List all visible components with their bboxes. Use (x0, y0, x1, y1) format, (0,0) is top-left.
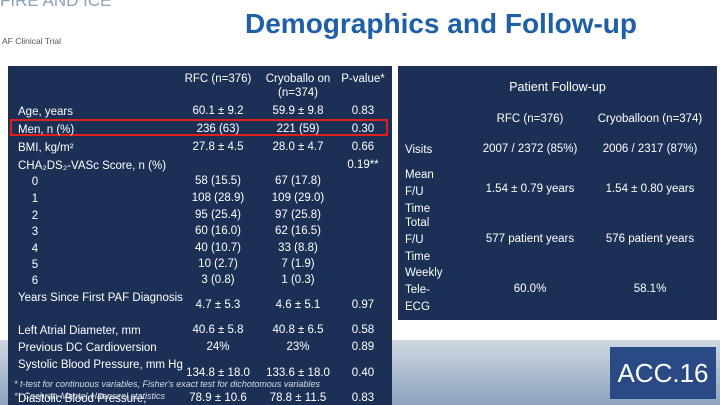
logo: ACC.16 (610, 347, 716, 399)
row-label: Age, years (18, 106, 73, 118)
cell-value: 78.8 ± 11.5 (269, 392, 327, 404)
cell-value: 0.19** (347, 159, 379, 171)
cell-value: 109 (29.0) (271, 192, 325, 204)
cell-value: 4.7 ± 5.3 (195, 299, 241, 311)
cell-value: 1 (0.3) (281, 274, 315, 286)
subtitle: AF Clinical Trial (2, 36, 62, 46)
cell-value: 97 (25.8) (274, 209, 322, 221)
row-label: 4 (31, 243, 39, 255)
row-label: Total F/U Time (405, 217, 431, 263)
cell-value: 7 (1.9) (281, 258, 315, 270)
cell-value: 577 patient years (485, 233, 575, 245)
cell-value: 1.54 ± 0.79 years (485, 183, 575, 195)
cell-value: 0.30 (351, 123, 375, 135)
cell-value: 0.66 (351, 141, 375, 153)
cell-value: 0.89 (351, 341, 375, 353)
cell-value: 133.6 ± 18.0 (266, 367, 330, 379)
cell-value: 2006 / 2317 (87%) (602, 143, 698, 155)
cell-value: 67 (17.8) (274, 175, 322, 187)
title: Demographics and Follow-up (245, 8, 638, 39)
row-label: Systolic Blood Pressure, mm Hg (18, 359, 183, 371)
cell-value: 60 (16.0) (194, 225, 242, 237)
cell-value: 58 (15.5) (194, 175, 242, 187)
row-label: Men, n (%) (18, 124, 75, 136)
cell-value: 40 (10.7) (194, 242, 242, 254)
cell-value: 62 (16.5) (274, 225, 322, 237)
row-label: Years Since First PAF Diagnosis (18, 292, 183, 304)
row-label: 6 (31, 275, 39, 287)
demographics-table (8, 66, 392, 405)
column-header: Cryoballoon (n=374) (597, 113, 703, 125)
cell-value: 236 (63) (196, 123, 240, 135)
cell-value: 0.58 (351, 324, 375, 336)
column-header: RFC (n=376) (184, 73, 252, 85)
cell-value: 0.83 (351, 105, 375, 117)
row-label: Weekly Tele-ECG (405, 267, 443, 313)
row-label: Mean F/U Time (405, 169, 434, 215)
row-label: 5 (31, 259, 39, 271)
row-label: Visits (405, 144, 433, 156)
cell-value: 33 (8.8) (278, 242, 318, 254)
cell-value: 40.6 ± 5.8 (192, 324, 244, 336)
cell-value: 0.40 (351, 367, 375, 379)
cell-value: 108 (28.9) (191, 192, 245, 204)
cell-value: 59.9 ± 9.8 (272, 105, 324, 117)
cell-value: 24% (206, 341, 230, 353)
cell-value: 2007 / 2372 (85%) (482, 143, 578, 155)
brand: FIRE AND ICE (0, 0, 112, 10)
cell-value: 576 patient years (605, 233, 695, 245)
row-label: Diastolic Blood Pressure, (18, 393, 147, 405)
row-label: Left Atrial Diameter, mm (18, 325, 141, 337)
cell-value: 95 (25.4) (194, 209, 242, 221)
row-label: 2 (31, 210, 39, 222)
cell-value: 0.83 (351, 392, 375, 404)
highlight-box (10, 119, 388, 136)
row-label: Previous DC Cardioversion (18, 342, 157, 354)
cell-value: 1.54 ± 0.80 years (605, 183, 695, 195)
row-label: BMI, kg/m² (18, 142, 74, 154)
panel-title: Patient Follow-up (509, 80, 606, 94)
cell-value: 134.8 ± 18.0 (186, 367, 250, 379)
cell-value: 60.1 ± 9.2 (192, 105, 244, 117)
cell-value: 10 (2.7) (198, 258, 238, 270)
cell-value: 40.8 ± 6.5 (272, 324, 324, 336)
cell-value: 221 (59) (276, 123, 320, 135)
column-header: RFC (n=376) (496, 113, 564, 125)
footnote: * t-test for continuous variables, Fishe… (14, 379, 320, 389)
follow-up-table (398, 66, 717, 320)
cell-value: 27.8 ± 4.5 (192, 141, 244, 153)
cell-value: 23% (286, 341, 310, 353)
cell-value: 28.0 ± 4.7 (272, 141, 324, 153)
row-label: 1 (31, 193, 39, 205)
cell-value: 60.0% (513, 283, 547, 295)
column-header: Cryoballo on (n=374) (265, 73, 331, 99)
cell-value: 78.9 ± 10.6 (189, 392, 247, 404)
row-label: CHA₂DS₂-VASc Score, n (%) (18, 160, 167, 172)
cell-value: 0.97 (351, 299, 375, 311)
column-header: P-value* (341, 73, 385, 85)
row-label: 3 (31, 226, 39, 238)
cell-value: 4.6 ± 5.1 (275, 299, 321, 311)
footnote: ** Cochran-Mantel-Haenszel statistics (14, 391, 166, 401)
row-label: 0 (31, 176, 39, 188)
cell-value: 58.1% (633, 283, 667, 295)
cell-value: 3 (0.8) (201, 274, 235, 286)
